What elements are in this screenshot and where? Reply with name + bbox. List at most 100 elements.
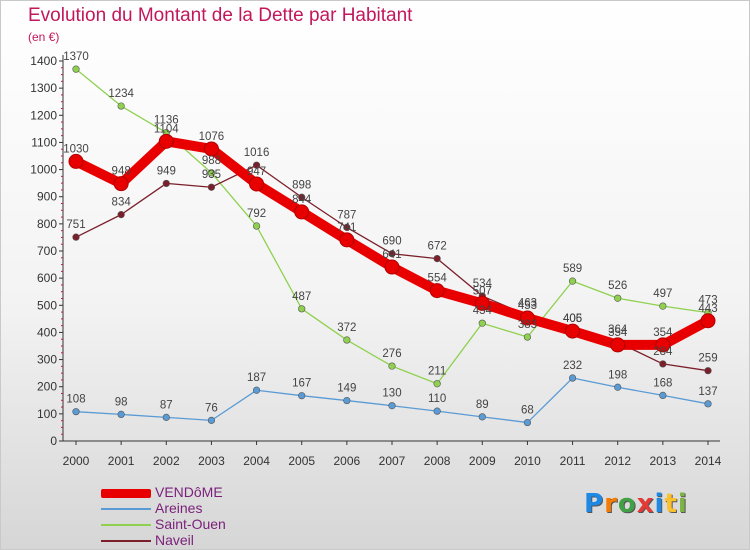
data-label-areines: 149 [337, 383, 356, 395]
data-label-naveil: 690 [382, 236, 401, 248]
data-label-areines: 137 [698, 386, 717, 398]
x-tick-label: 2009 [469, 454, 496, 468]
data-label-naveil: 534 [473, 278, 493, 290]
data-label-saint-ouen: 1136 [154, 115, 179, 127]
data-point-saint-ouen [298, 305, 306, 313]
data-label-saint-ouen: 1370 [63, 51, 89, 63]
data-label-naveil: 787 [337, 209, 356, 221]
logo-letter: P [584, 489, 605, 519]
data-point-areines [343, 396, 351, 405]
data-point-naveil [659, 360, 667, 368]
data-point-saint-ouen [568, 277, 577, 285]
data-label-areines: 68 [521, 405, 534, 417]
data-label-areines: 130 [382, 388, 401, 400]
logo-letter: r [604, 489, 618, 519]
data-label-naveil: 898 [292, 179, 311, 191]
legend-swatch-vendome [101, 489, 151, 498]
data-point-naveil [162, 179, 170, 188]
data-label-naveil: 935 [202, 169, 221, 181]
y-tick-label: 200 [37, 380, 57, 394]
data-label-areines: 87 [160, 399, 173, 411]
data-point-saint-ouen [523, 333, 532, 341]
data-label-vendome: 1030 [63, 143, 89, 155]
data-point-saint-ouen [117, 102, 125, 110]
data-point-saint-ouen [72, 65, 80, 73]
data-label-saint-ouen: 473 [698, 295, 717, 307]
data-label-vendome: 453 [518, 300, 537, 312]
y-tick-label: 700 [37, 244, 57, 258]
y-tick-label: 800 [37, 217, 57, 231]
data-point-saint-ouen [207, 169, 216, 177]
data-label-saint-ouen: 487 [292, 291, 311, 303]
chart-title: Evolution du Montant de la Dette par Hab… [28, 5, 413, 26]
y-tick-label: 1000 [30, 163, 57, 177]
data-label-saint-ouen: 276 [382, 348, 401, 360]
data-point-vendome [113, 176, 129, 192]
data-point-areines [207, 416, 216, 424]
data-point-naveil [72, 233, 80, 241]
data-point-naveil [298, 193, 306, 201]
data-label-naveil: 259 [698, 353, 717, 365]
x-tick-label: 2013 [650, 454, 677, 468]
data-label-saint-ouen: 372 [337, 322, 356, 334]
data-point-naveil [343, 223, 351, 231]
data-point-areines [704, 400, 712, 408]
data-label-areines: 168 [653, 377, 672, 389]
data-point-naveil [117, 211, 125, 219]
data-label-areines: 198 [608, 369, 627, 381]
data-point-areines [162, 413, 170, 421]
data-point-areines [659, 391, 667, 400]
data-label-areines: 76 [205, 402, 218, 414]
data-label-vendome: 1076 [199, 131, 225, 143]
data-label-areines: 187 [247, 372, 266, 384]
data-label-saint-ouen: 383 [518, 319, 537, 331]
data-label-saint-ouen: 211 [428, 366, 446, 378]
y-tick-label: 600 [37, 271, 57, 285]
data-point-saint-ouen [388, 362, 396, 370]
data-label-saint-ouen: 526 [608, 280, 627, 292]
legend-label-areines: Areines [155, 500, 203, 516]
data-label-naveil: 834 [112, 197, 132, 209]
x-tick-label: 2010 [514, 454, 541, 468]
y-tick-label: 1100 [31, 135, 57, 149]
x-tick-label: 2007 [379, 454, 406, 468]
data-label-saint-ouen: 988 [202, 155, 221, 167]
data-label-vendome: 741 [337, 222, 356, 234]
data-label-saint-ouen: 589 [563, 263, 582, 275]
data-label-naveil: 284 [653, 346, 673, 358]
data-point-vendome [294, 204, 310, 220]
data-point-vendome [384, 259, 400, 275]
data-point-saint-ouen [659, 302, 667, 310]
x-tick-label: 2006 [334, 454, 361, 468]
x-tick-label: 2000 [63, 454, 90, 468]
data-label-vendome: 947 [247, 166, 266, 178]
data-label-saint-ouen: 1234 [108, 88, 134, 100]
data-label-saint-ouen: 792 [247, 208, 266, 220]
data-label-naveil: 672 [428, 241, 447, 253]
unit-label: (en €) [28, 30, 60, 44]
data-label-naveil: 406 [563, 313, 582, 325]
data-label-naveil: 1016 [244, 147, 270, 159]
data-point-naveil [433, 255, 441, 263]
legend-label-saint-ouen: Saint-Ouen [155, 516, 226, 532]
data-point-areines [433, 407, 441, 415]
x-tick-label: 2011 [560, 454, 586, 468]
data-point-areines [478, 413, 486, 421]
legend-swatch-areines [101, 508, 151, 510]
data-point-vendome [68, 153, 84, 169]
x-tick-label: 2003 [198, 454, 225, 468]
data-point-vendome [610, 337, 626, 353]
x-tick-label: 2005 [288, 454, 315, 468]
data-point-areines [568, 374, 577, 382]
data-label-naveil: 463 [518, 297, 537, 309]
x-tick-label: 2014 [695, 454, 722, 468]
logo-letter: o [617, 489, 637, 519]
logo-letter: x [636, 489, 655, 519]
x-tick-label: 2002 [153, 454, 180, 468]
y-tick-label: 900 [37, 190, 57, 204]
data-label-vendome: 1104 [154, 123, 179, 135]
y-tick-label: 100 [37, 407, 57, 421]
data-point-areines [388, 402, 396, 410]
data-point-naveil [252, 161, 261, 169]
